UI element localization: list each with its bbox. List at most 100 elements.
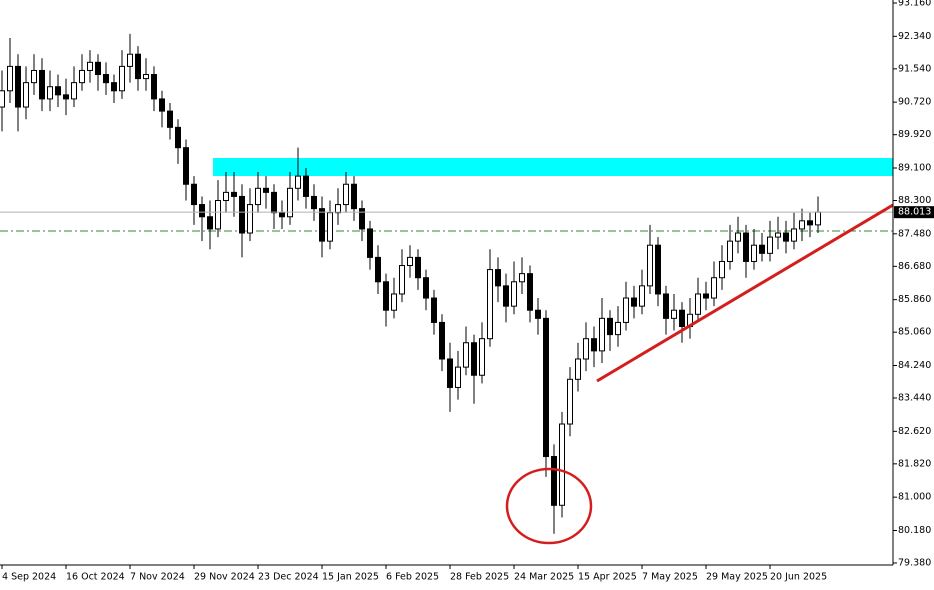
candle-body bbox=[455, 366, 461, 388]
y-tick-label: 89.100 bbox=[898, 162, 931, 173]
candle-body bbox=[535, 309, 541, 319]
x-tick-label: 20 Jun 2025 bbox=[770, 572, 827, 583]
x-tick-label: 7 May 2025 bbox=[642, 572, 698, 583]
candle-body bbox=[575, 358, 581, 380]
candle-body bbox=[143, 74, 149, 80]
candle-body bbox=[727, 240, 733, 262]
candle-body bbox=[87, 61, 93, 71]
candle-body bbox=[783, 232, 789, 242]
candle-body bbox=[447, 358, 453, 388]
candle-body bbox=[47, 86, 53, 100]
candle-body bbox=[551, 456, 557, 506]
candle-body bbox=[23, 82, 29, 108]
candle-body bbox=[487, 269, 493, 340]
candle-body bbox=[319, 208, 325, 242]
highlight-circle bbox=[505, 467, 593, 545]
candle-body bbox=[567, 378, 573, 425]
candle-body bbox=[391, 293, 397, 311]
candle-body bbox=[423, 277, 429, 299]
candle-body bbox=[471, 342, 477, 376]
candle-body bbox=[751, 244, 757, 262]
candle-body bbox=[583, 338, 589, 360]
y-tick-label: 84.240 bbox=[898, 360, 931, 371]
candle-body bbox=[791, 228, 797, 242]
candle-body bbox=[343, 183, 349, 206]
x-tick-label: 24 Mar 2025 bbox=[514, 572, 574, 583]
x-tick-label: 23 Dec 2024 bbox=[258, 572, 319, 583]
candle-body bbox=[767, 236, 773, 254]
trend-line bbox=[596, 203, 894, 383]
candle-body bbox=[703, 293, 709, 299]
candle-body bbox=[527, 273, 533, 311]
candle-body bbox=[295, 175, 301, 189]
candle-body bbox=[0, 90, 5, 108]
candle-body bbox=[463, 342, 469, 368]
y-tick-label: 88.300 bbox=[898, 195, 931, 206]
candle-body bbox=[407, 256, 413, 267]
candle-body bbox=[615, 321, 621, 336]
candle-body bbox=[807, 220, 813, 226]
candle-body bbox=[511, 281, 517, 307]
candle-body bbox=[695, 293, 701, 315]
candle-body bbox=[679, 309, 685, 327]
candle-body bbox=[311, 195, 317, 210]
candle-body bbox=[383, 281, 389, 311]
candle-body bbox=[351, 183, 357, 210]
y-tick-label: 85.060 bbox=[898, 327, 931, 338]
candle-body bbox=[503, 285, 509, 307]
x-tick-label: 15 Apr 2025 bbox=[578, 572, 637, 583]
candle-body bbox=[519, 273, 525, 283]
candle-body bbox=[775, 232, 781, 238]
candle-body bbox=[175, 126, 181, 149]
candle-body bbox=[759, 244, 765, 254]
candle-body bbox=[591, 338, 597, 352]
candle-body bbox=[623, 297, 629, 323]
candle-body bbox=[159, 98, 165, 112]
y-tick-label: 81.820 bbox=[898, 458, 931, 469]
candle-body bbox=[439, 321, 445, 360]
candle-body bbox=[39, 69, 45, 100]
candle-body bbox=[223, 191, 229, 202]
candle-body bbox=[303, 175, 309, 197]
candle-body bbox=[31, 69, 37, 84]
candle-body bbox=[359, 208, 365, 230]
y-tick-label: 83.440 bbox=[898, 393, 931, 404]
candle-body bbox=[663, 293, 669, 319]
candles bbox=[0, 33, 893, 534]
candle-body bbox=[287, 187, 293, 218]
y-tick-label: 82.620 bbox=[898, 426, 931, 437]
y-tick-label: 93.160 bbox=[898, 0, 931, 9]
candle-body bbox=[63, 94, 69, 100]
candle-body bbox=[279, 212, 285, 218]
candle-body bbox=[167, 110, 173, 128]
candle-body bbox=[743, 232, 749, 262]
x-tick-label: 16 Oct 2024 bbox=[66, 572, 125, 583]
candle-body bbox=[103, 74, 109, 84]
last-price-box bbox=[894, 206, 934, 219]
candle-body bbox=[719, 260, 725, 279]
candle-body bbox=[95, 61, 101, 76]
candle-body bbox=[151, 74, 157, 100]
candle-body bbox=[815, 211, 821, 226]
candle-body bbox=[199, 204, 205, 218]
candle-body bbox=[647, 244, 653, 287]
candle-body bbox=[479, 338, 485, 376]
candle-body bbox=[247, 204, 253, 234]
y-tick-label: 86.680 bbox=[898, 261, 931, 272]
x-tick-label: 7 Nov 2024 bbox=[130, 572, 185, 583]
y-tick-label: 91.540 bbox=[898, 63, 931, 74]
candle-body bbox=[79, 69, 85, 84]
x-tick-label: 29 May 2025 bbox=[706, 572, 768, 583]
y-tick-label: 92.340 bbox=[898, 31, 931, 42]
candle-body bbox=[183, 147, 189, 185]
candle-body bbox=[799, 220, 805, 230]
candle-body bbox=[191, 183, 197, 206]
x-tick-label: 6 Feb 2025 bbox=[386, 572, 439, 583]
candle-body bbox=[263, 187, 269, 193]
y-tick-label: 87.480 bbox=[898, 228, 931, 239]
candle-body bbox=[671, 309, 677, 319]
x-tick-label: 28 Feb 2025 bbox=[450, 572, 509, 583]
candle-body bbox=[735, 232, 741, 242]
